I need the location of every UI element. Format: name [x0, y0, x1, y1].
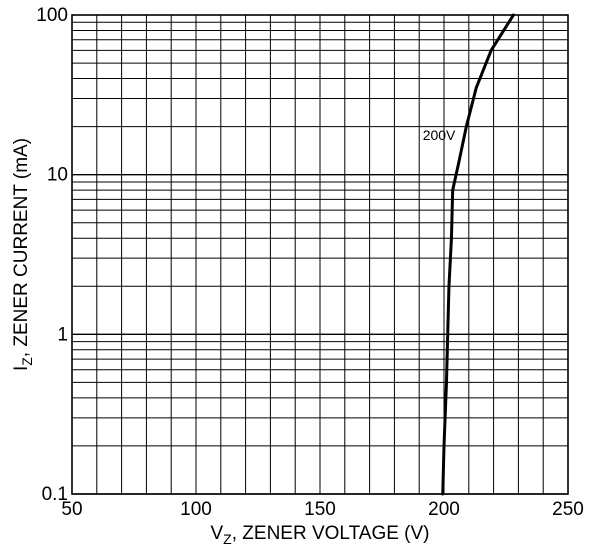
x-tick-label: 100	[180, 499, 212, 520]
series-line	[441, 13, 515, 496]
tick-labels: 50 100 150 200 250 0.1 1 10 100	[36, 5, 584, 520]
x-tick-label: 200	[428, 499, 460, 520]
y-axis-title: IZ, ZENER CURRENT (mA)	[11, 138, 35, 371]
y-tick-label: 1	[57, 324, 68, 345]
x-tick-label: 250	[552, 499, 584, 520]
y-tick-label: 100	[36, 5, 68, 26]
grid	[71, 14, 569, 495]
plot-frame	[71, 14, 569, 495]
series-label: 200V	[423, 127, 456, 143]
curves: 200V	[423, 13, 515, 496]
x-tick-label: 150	[304, 499, 336, 520]
y-tick-label: 0.1	[42, 484, 68, 505]
y-tick-label: 10	[47, 165, 68, 186]
x-axis-title: VZ, ZENER VOLTAGE (V)	[210, 523, 429, 547]
x-tick-label: 50	[61, 499, 82, 520]
